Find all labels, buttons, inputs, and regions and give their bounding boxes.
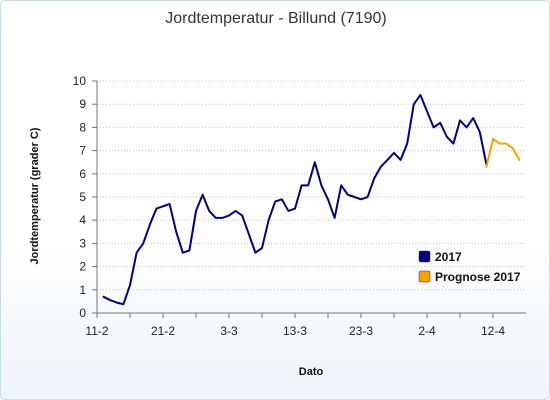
legend-label-2: Prognose 2017 [435,270,521,284]
x-tick-label: 13-3 [283,324,307,338]
y-tick-label: 6 [79,167,86,181]
y-tick-label: 0 [79,306,86,320]
legend: 2017 Prognose 2017 [418,250,521,284]
x-tick-label: 11-2 [85,324,108,338]
x-tick-label: 3-3 [220,324,238,338]
y-tick-label: 9 [79,97,86,111]
x-tick-label: 23-3 [349,324,373,338]
legend-swatch-2 [418,270,431,283]
x-tick-label: 21-2 [151,324,175,338]
y-tick-labels: 0 1 2 3 4 5 6 7 8 9 10 [73,74,87,320]
axes [92,80,526,318]
y-tick-label: 8 [79,120,86,134]
y-tick-label: 1 [79,283,86,297]
chart-title: Jordtemperatur - Billund (7190) [165,10,386,27]
series-line-2 [485,138,521,168]
legend-label-1: 2017 [435,250,462,264]
y-tick-label: 4 [79,213,86,227]
series-lines [102,93,521,306]
legend-swatch-1 [418,250,431,263]
y-tick-label: 3 [79,236,86,250]
series-line-1 [102,93,488,306]
x-axis-label: Dato [299,366,324,378]
y-tick-label: 7 [79,144,86,158]
x-tick-label: 2-4 [418,324,436,338]
x-tick-label: 12-4 [481,324,505,338]
y-tick-label: 5 [79,190,86,204]
grid [97,80,526,291]
x-tick-labels: 11-2 21-2 3-3 13-3 23-3 2-4 12-4 [85,324,505,338]
y-tick-label: 10 [73,74,87,88]
y-axis-label: Jordtemperatur (grader C) [29,127,41,264]
y-tick-label: 2 [79,260,86,274]
